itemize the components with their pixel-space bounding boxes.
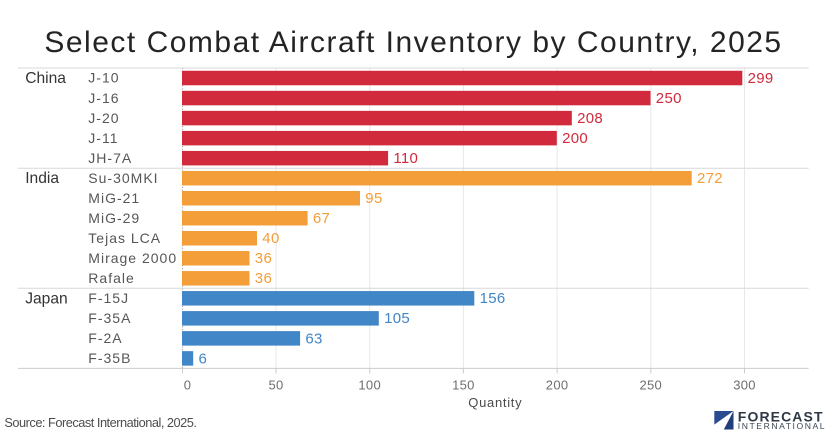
svg-text:67: 67: [313, 210, 330, 227]
svg-text:J-20: J-20: [88, 110, 119, 126]
svg-text:200: 200: [546, 377, 569, 392]
svg-text:India: India: [25, 170, 59, 187]
svg-text:156: 156: [480, 290, 506, 307]
svg-text:Source: Forecast International: Source: Forecast International, 2025.: [4, 415, 196, 430]
svg-text:40: 40: [262, 230, 279, 247]
svg-text:F-2A: F-2A: [88, 330, 122, 346]
svg-text:JH-7A: JH-7A: [88, 150, 132, 166]
svg-text:Quantity: Quantity: [468, 395, 522, 410]
svg-text:Tejas LCA: Tejas LCA: [88, 230, 161, 246]
svg-text:272: 272: [697, 170, 723, 187]
svg-text:MiG-29: MiG-29: [88, 210, 140, 226]
svg-text:Select Combat Aircraft Invento: Select Combat Aircraft Inventory by Coun…: [44, 26, 782, 59]
svg-text:200: 200: [562, 130, 588, 147]
svg-text:300: 300: [733, 377, 756, 392]
svg-text:MiG-21: MiG-21: [88, 190, 140, 206]
svg-text:FORECAST: FORECAST: [738, 409, 824, 425]
svg-text:J-16: J-16: [88, 90, 119, 106]
svg-text:F-35A: F-35A: [88, 310, 131, 326]
svg-text:110: 110: [393, 150, 418, 167]
svg-text:250: 250: [656, 90, 682, 107]
svg-text:Rafale: Rafale: [88, 270, 134, 286]
svg-text:6: 6: [199, 350, 208, 367]
svg-text:150: 150: [452, 377, 475, 392]
svg-text:299: 299: [748, 70, 774, 87]
svg-text:50: 50: [268, 377, 283, 392]
svg-text:F-15J: F-15J: [88, 290, 129, 306]
svg-text:63: 63: [305, 330, 322, 347]
svg-text:0: 0: [184, 377, 192, 392]
svg-text:95: 95: [365, 190, 382, 207]
svg-text:China: China: [25, 70, 66, 87]
svg-text:J-11: J-11: [88, 130, 118, 146]
svg-text:250: 250: [640, 377, 663, 392]
svg-text:Japan: Japan: [25, 290, 67, 307]
svg-text:J-10: J-10: [88, 70, 119, 86]
svg-text:36: 36: [255, 250, 272, 267]
svg-text:105: 105: [384, 310, 410, 327]
svg-text:36: 36: [255, 270, 272, 287]
svg-text:208: 208: [577, 110, 603, 127]
svg-text:INTERNATIONAL: INTERNATIONAL: [738, 421, 826, 431]
svg-text:F-35B: F-35B: [88, 350, 131, 366]
svg-text:100: 100: [358, 377, 381, 392]
svg-text:Mirage 2000: Mirage 2000: [88, 250, 177, 266]
svg-text:Su-30MKI: Su-30MKI: [88, 170, 158, 186]
